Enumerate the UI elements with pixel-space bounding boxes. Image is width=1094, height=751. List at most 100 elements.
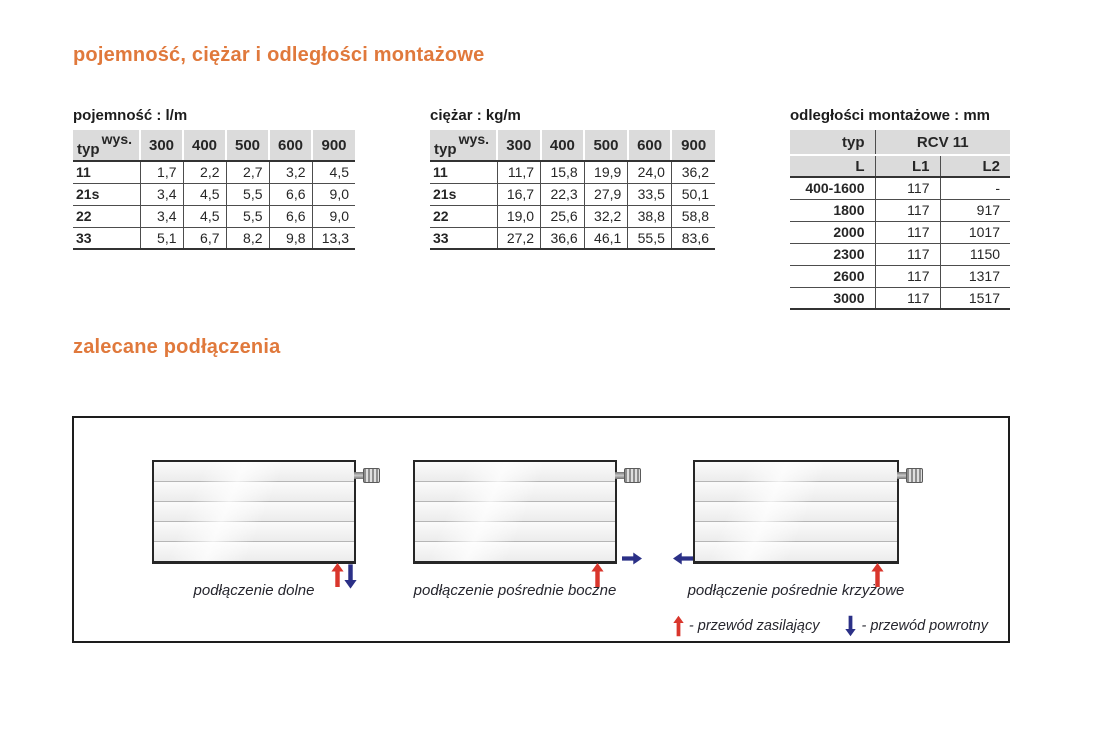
cell: 15,8 [540, 161, 585, 184]
legend-item-supply: - przewód zasilający [673, 615, 820, 637]
thermostat-valve-icon [615, 466, 642, 484]
cell: 1150 [939, 243, 1011, 266]
mounting-distances-grid: typ RCV 11 L L1 L2 400-1600 117 - 1800 1… [790, 130, 1011, 310]
cell: 19,0 [496, 205, 541, 228]
radiator-panels [695, 462, 897, 561]
cell: 4,5 [182, 205, 226, 228]
cell: 117 [874, 199, 940, 222]
table-row: 2000 117 1017 [790, 221, 1011, 244]
row-label: 33 [430, 227, 497, 250]
cell: 25,6 [540, 205, 585, 228]
row-label: 2300 [790, 243, 875, 266]
corner-wys-label: wys. [101, 131, 132, 147]
column-header: 300 [139, 130, 183, 162]
table-row: 21s 3,4 4,5 5,5 6,6 9,0 [73, 183, 355, 206]
cell: 1,7 [139, 161, 183, 184]
column-header: 900 [311, 130, 355, 162]
cell: 6,6 [268, 183, 312, 206]
corner-header-cell: wys. typ [73, 130, 140, 162]
mounting-distances-table-label: odległości montażowe : mm [790, 107, 991, 124]
row-label: 22 [430, 205, 497, 228]
return-arrow-down-icon [344, 563, 357, 590]
cell: 117 [874, 177, 940, 200]
row-label: 3000 [790, 287, 875, 310]
row-label: 21s [430, 183, 497, 206]
cell: 38,8 [627, 205, 672, 228]
legend: - przewód zasilający - przewód powrotny [673, 615, 988, 637]
cell: 1317 [939, 265, 1011, 288]
supply-arrow-up-icon [871, 563, 884, 587]
table-row: 33 5,1 6,7 8,2 9,8 13,3 [73, 227, 355, 250]
column-header: 600 [626, 130, 672, 162]
column-header: 400 [182, 130, 226, 162]
cell: 2,2 [182, 161, 226, 184]
radiator-diagram-side-connection [413, 460, 641, 564]
table-row: 11 11,7 15,8 19,9 24,0 36,2 [430, 161, 715, 184]
cell: 2,7 [225, 161, 269, 184]
weight-table-grid: wys. typ 300 400 500 600 900 11 11,7 15,… [430, 130, 715, 250]
cell: 8,2 [225, 227, 269, 250]
connections-diagram-box: podłączenie dolne podłączenie pośrednie … [72, 416, 1010, 643]
cell: 32,2 [583, 205, 628, 228]
column-header: 500 [225, 130, 269, 162]
radiator-panels [154, 462, 354, 561]
cell: 55,5 [627, 227, 672, 250]
table-row: 2600 117 1317 [790, 265, 1011, 288]
table-row: 21s 16,7 22,3 27,9 33,5 50,1 [430, 183, 715, 206]
header-row: wys. typ 300 400 500 600 900 [430, 130, 715, 162]
l-header: L [790, 155, 875, 178]
header-row: typ RCV 11 [790, 130, 1011, 156]
corner-typ-label: typ [434, 141, 457, 158]
row-label: 33 [73, 227, 140, 250]
cell: 4,5 [182, 183, 226, 206]
row-label: 11 [73, 161, 140, 184]
cell: 50,1 [670, 183, 715, 206]
cell: 5,5 [225, 205, 269, 228]
rcv11-header: RCV 11 [874, 130, 1011, 156]
cell: 5,5 [225, 183, 269, 206]
cell: 3,4 [139, 183, 183, 206]
corner-wys-label: wys. [458, 131, 489, 147]
return-arrow-right-icon [622, 552, 642, 565]
corner-typ-label: typ [77, 141, 100, 158]
section-title: zalecane podłączenia [73, 336, 281, 358]
header-row: L L1 L2 [790, 155, 1011, 178]
cell: 917 [939, 199, 1011, 222]
cell: 33,5 [627, 183, 672, 206]
cell: 24,0 [627, 161, 672, 184]
return-arrow-down-icon [845, 615, 857, 637]
radiator-diagram-bottom-connection [152, 460, 380, 564]
cell: - [939, 177, 1011, 200]
legend-item-return: - przewód powrotny [845, 615, 988, 637]
cell: 58,8 [670, 205, 715, 228]
table-row: 11 1,7 2,2 2,7 3,2 4,5 [73, 161, 355, 184]
cell: 6,6 [268, 205, 312, 228]
radiator-diagram-cross-connection [693, 460, 923, 564]
table-row: 400-1600 117 - [790, 177, 1011, 200]
capacity-table: pojemność : l/m wys. typ 300 400 500 600… [73, 107, 355, 250]
weight-table-label: ciężar : kg/m [430, 107, 521, 124]
cell: 1517 [939, 287, 1011, 310]
typ-header: typ [790, 130, 875, 156]
cell: 27,2 [496, 227, 541, 250]
l1-header: L1 [874, 155, 940, 178]
table-row: 1800 117 917 [790, 199, 1011, 222]
row-label: 11 [430, 161, 497, 184]
row-label: 1800 [790, 199, 875, 222]
supply-arrow-up-icon [591, 563, 604, 587]
page-title: pojemność, ciężar i odległości montażowe [73, 44, 485, 66]
cell: 19,9 [583, 161, 628, 184]
column-header: 900 [670, 130, 715, 162]
legend-label: - przewód zasilający [688, 618, 820, 634]
row-label: 400-1600 [790, 177, 875, 200]
cell: 36,6 [540, 227, 585, 250]
cell: 9,8 [268, 227, 312, 250]
cell: 16,7 [496, 183, 541, 206]
cell: 117 [874, 221, 940, 244]
cell: 27,9 [583, 183, 628, 206]
capacity-table-label: pojemność : l/m [73, 107, 188, 124]
row-label: 22 [73, 205, 140, 228]
table-row: 33 27,2 36,6 46,1 55,5 83,6 [430, 227, 715, 250]
cell: 11,7 [496, 161, 541, 184]
